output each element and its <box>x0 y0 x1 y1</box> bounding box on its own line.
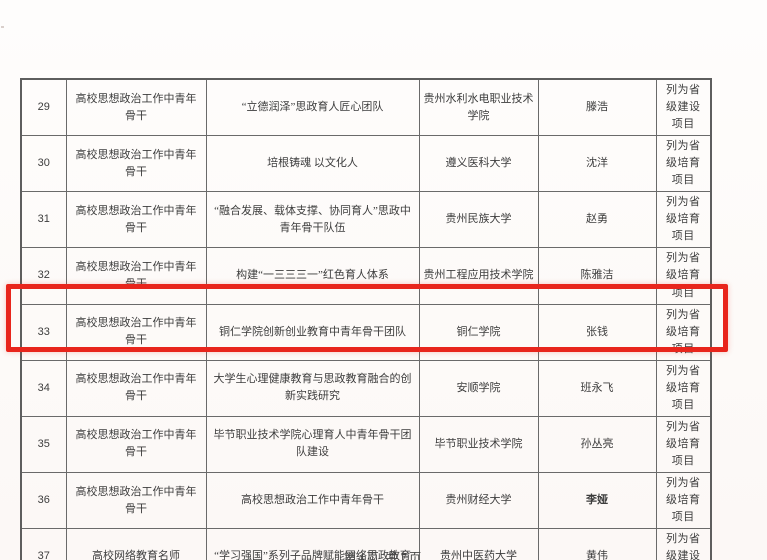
cell-row-number: 32 <box>20 247 67 305</box>
results-table-body: 29 高校思想政治工作中青年骨干 “立德润泽”思政育人匠心团队 贵州水利水电职业技术学… <box>20 78 712 560</box>
cell-project-name: 大学生心理健康教育与思政教育融合的创新实践研究 <box>205 359 420 417</box>
cell-institution: 贵州工程应用技术学院 <box>418 247 539 305</box>
cell-row-number: 36 <box>20 471 67 530</box>
cell-person-name: 李娅 <box>537 471 657 530</box>
cell-person-name: 滕浩 <box>537 78 657 137</box>
cell-result: 列为省级培育项目 <box>655 415 712 473</box>
cell-row-number: 30 <box>20 135 67 193</box>
cell-project-name: 构建“一三三三一”红色育人体系 <box>205 247 420 305</box>
table-row: 30 高校思想政治工作中青年骨干 培根铸魂 以文化人 遵义医科大学 沈洋 列为省级培育项目 <box>20 135 712 193</box>
cell-category: 高校网络教育名师 <box>65 528 207 560</box>
cell-institution: 贵州水利水电职业技术学院 <box>418 78 539 137</box>
cell-project-name: “学习强国”系列子品牌赋能网络思政教育 <box>205 528 420 560</box>
cell-category: 高校思想政治工作中青年骨干 <box>65 415 207 473</box>
cell-project-name: 培根铸魂 以文化人 <box>205 135 420 193</box>
cell-person-name: 沈洋 <box>537 135 657 193</box>
table-row: 35 高校思想政治工作中青年骨干 毕节职业技术学院心理育人中青年骨干团队建设 毕节职业… <box>20 415 712 473</box>
cell-row-number: 31 <box>20 191 67 249</box>
cell-institution: 铜仁学院 <box>418 303 539 361</box>
cell-person-name: 孙丛亮 <box>537 415 657 473</box>
cell-category: 高校思想政治工作中青年骨干 <box>65 471 207 530</box>
cell-person-name: 陈雅洁 <box>537 247 657 305</box>
cell-person-name: 赵勇 <box>537 191 657 249</box>
cell-result: 列为省级培育项目 <box>655 247 712 305</box>
cell-person-name: 张钱 <box>537 303 657 361</box>
table-row: 31 高校思想政治工作中青年骨干 “融合发展、载体支撑、协同育人”思政中青年骨干队伍… <box>20 191 712 249</box>
table-row: 36 高校思想政治工作中青年骨干 高校思想政治工作中青年骨干 贵州财经大学 李娅 列为省级… <box>20 471 712 530</box>
cell-project-name: 高校思想政治工作中青年骨干 <box>205 471 420 530</box>
cell-row-number: 29 <box>20 78 67 137</box>
cell-institution: 遵义医科大学 <box>418 135 539 193</box>
table-row: 34 高校思想政治工作中青年骨干 大学生心理健康教育与思政教育融合的创新实践研究 安顺… <box>20 359 712 417</box>
cell-result: 列为省级培育项目 <box>655 135 712 193</box>
cell-row-number: 37 <box>20 528 67 560</box>
cell-result: 列为省级培育项目 <box>655 303 712 361</box>
cell-project-name: 毕节职业技术学院心理育人中青年骨干团队建设 <box>205 415 420 473</box>
table-row: 32 高校思想政治工作中青年骨干 构建“一三三三一”红色育人体系 贵州工程应用技术学院… <box>20 247 712 305</box>
cell-result: 列为省级培育项目 <box>655 359 712 417</box>
cell-row-number: 35 <box>20 415 67 473</box>
cell-project-name: “融合发展、载体支撑、协同育人”思政中青年骨干队伍 <box>205 191 420 249</box>
cell-institution: 贵州财经大学 <box>418 471 539 530</box>
cell-row-number: 34 <box>20 359 67 417</box>
cell-category: 高校思想政治工作中青年骨干 <box>65 135 207 193</box>
cell-result: 列为省级培育项目 <box>655 471 712 530</box>
cell-category: 高校思想政治工作中青年骨干 <box>65 303 207 361</box>
cell-category: 高校思想政治工作中青年骨干 <box>65 78 207 137</box>
cell-category: 高校思想政治工作中青年骨干 <box>65 247 207 305</box>
cell-category: 高校思想政治工作中青年骨干 <box>65 191 207 249</box>
page-footer: 第4页 共7页 <box>343 551 424 560</box>
cell-result: 列为省级建设项目 <box>655 78 712 137</box>
table-row: 33 高校思想政治工作中青年骨干 铜仁学院创新创业教育中青年骨干团队 铜仁学院 张钱 列为… <box>20 303 712 361</box>
results-table: 29 高校思想政治工作中青年骨干 “立德润泽”思政育人匠心团队 贵州水利水电职业技术学… <box>20 78 712 560</box>
scan-artifact <box>1 26 4 28</box>
table-row: 29 高校思想政治工作中青年骨干 “立德润泽”思政育人匠心团队 贵州水利水电职业技术学… <box>20 78 712 137</box>
cell-project-name: “立德润泽”思政育人匠心团队 <box>205 78 420 137</box>
cell-result: 列为省级建设项目 <box>655 528 712 560</box>
cell-project-name: 铜仁学院创新创业教育中青年骨干团队 <box>205 303 420 361</box>
table-row: 37 高校网络教育名师 “学习强国”系列子品牌赋能网络思政教育 贵州中医药大学 黄伟 列为… <box>20 528 712 560</box>
cell-institution: 毕节职业技术学院 <box>418 415 539 473</box>
cell-result: 列为省级培育项目 <box>655 191 712 249</box>
cell-person-name: 黄伟 <box>537 528 657 560</box>
cell-category: 高校思想政治工作中青年骨干 <box>65 359 207 417</box>
cell-row-number: 33 <box>20 303 67 361</box>
cell-institution: 安顺学院 <box>418 359 539 417</box>
cell-person-name: 班永飞 <box>537 359 657 417</box>
cell-institution: 贵州民族大学 <box>418 191 539 249</box>
